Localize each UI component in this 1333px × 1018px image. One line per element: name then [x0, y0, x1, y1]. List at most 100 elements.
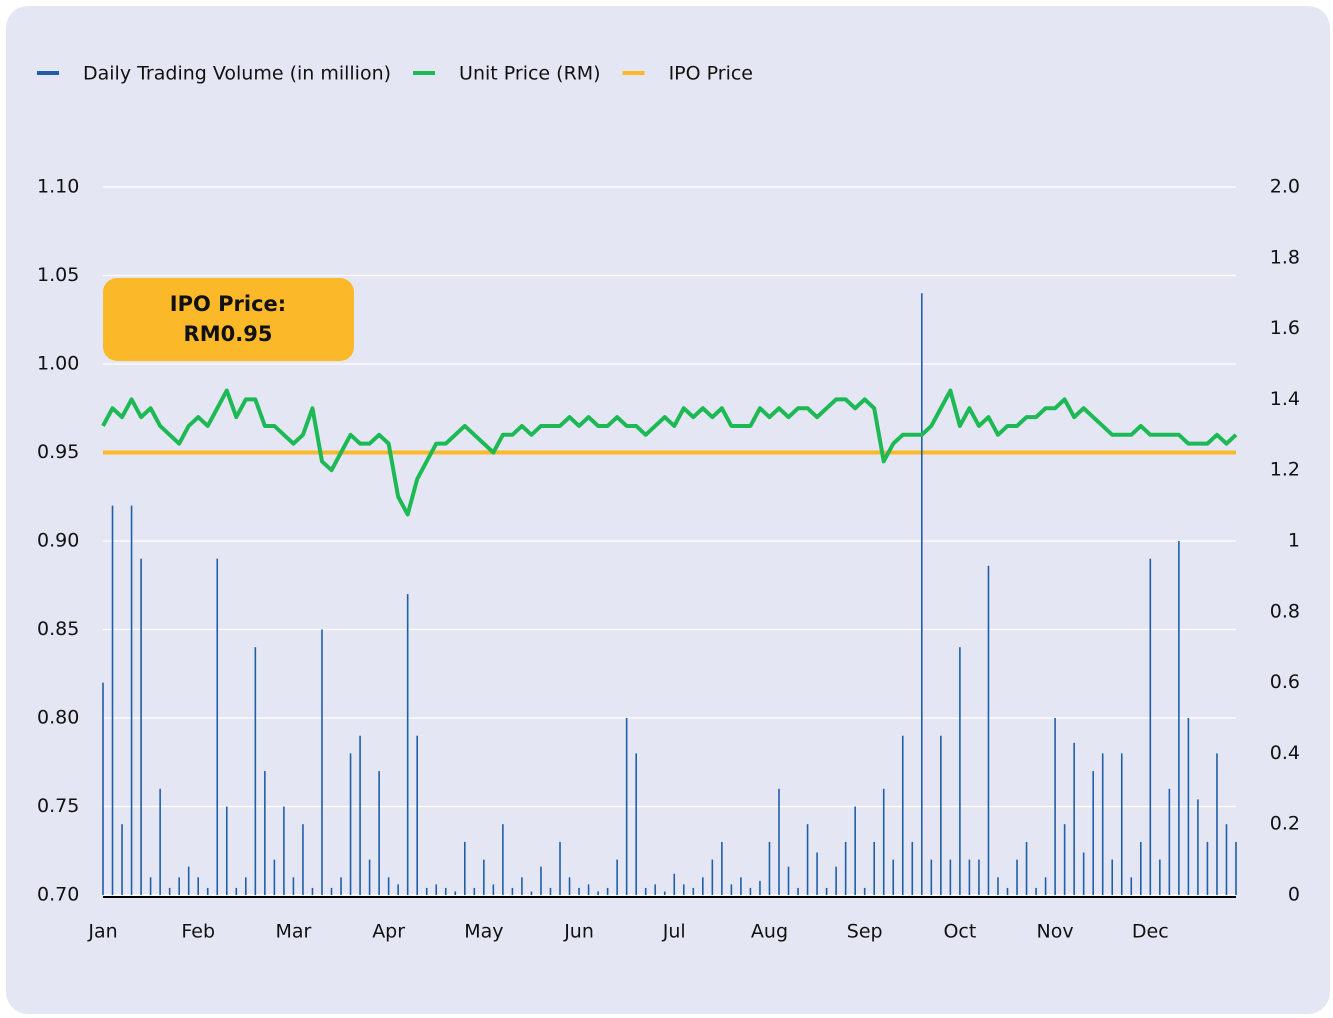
x-tick-label: Jul — [662, 921, 686, 943]
price-line — [101, 388, 1238, 517]
y-tick-label: 0.80 — [37, 707, 79, 729]
volume-bar — [863, 887, 866, 895]
volume-bar — [997, 877, 999, 895]
volume-bar — [1025, 841, 1028, 895]
volume-bar — [245, 877, 247, 895]
volume-bar — [892, 859, 895, 895]
volume-bar — [444, 887, 447, 895]
volume-bar — [1016, 859, 1018, 895]
volume-bar — [292, 877, 295, 895]
volume-bar — [340, 877, 342, 895]
y2-tick-label: 2.0 — [1270, 176, 1300, 198]
y-tick-label: 0.85 — [37, 618, 79, 640]
legend-label: Daily Trading Volume (in million) — [83, 63, 391, 85]
volume-bar — [425, 887, 428, 895]
annotation-box — [103, 278, 354, 361]
volume-bar — [1187, 718, 1190, 895]
volume-bar — [463, 841, 466, 895]
x-tick-label: May — [464, 921, 503, 943]
volume-bar — [882, 788, 885, 895]
volume-bar — [663, 891, 666, 895]
volume-bar — [102, 682, 104, 895]
volume-bar — [921, 293, 923, 895]
y2-tick-label: 1 — [1288, 530, 1300, 552]
volume-bar — [397, 884, 399, 895]
volume-bar — [1130, 877, 1133, 895]
volume-bar — [302, 824, 304, 895]
volume-bar — [901, 735, 904, 895]
volume-bar — [873, 841, 876, 895]
x-tick-label: Jun — [563, 921, 594, 943]
volume-bar — [330, 887, 333, 895]
volume-bar — [559, 841, 561, 895]
y2-tick-label: 1.4 — [1270, 388, 1300, 410]
x-tick-label: Dec — [1132, 921, 1169, 943]
y2-tick-label: 0.4 — [1270, 742, 1300, 764]
volume-bar — [844, 841, 847, 895]
volume-bar — [749, 887, 752, 895]
volume-bar — [111, 505, 114, 895]
legend-label: IPO Price — [669, 63, 753, 85]
volume-bar — [1206, 841, 1209, 895]
volume-bar — [473, 887, 476, 895]
volume-bar — [1197, 799, 1199, 895]
volume-bar — [1149, 558, 1152, 895]
volume-bar — [616, 859, 618, 895]
y-tick-label: 0.90 — [37, 530, 79, 552]
volume-bar — [968, 859, 971, 895]
volume-bar — [492, 884, 495, 895]
volume-bar — [349, 753, 352, 895]
volume-bar — [578, 887, 580, 895]
x-tick-label: Feb — [181, 921, 215, 943]
volume-bar — [254, 647, 257, 895]
volume-bar — [121, 824, 123, 895]
volume-bar — [359, 735, 361, 895]
y2-tick-label: 1.2 — [1270, 459, 1300, 481]
volume-bar — [406, 594, 409, 895]
volume-bar — [940, 735, 942, 895]
volume-bar — [702, 877, 704, 895]
volume-bar — [1082, 852, 1085, 895]
volume-bar — [654, 884, 657, 895]
volume-bar — [187, 866, 190, 895]
volume-bar — [1225, 824, 1228, 895]
x-tick-label: Sep — [847, 921, 883, 943]
volume-bar — [682, 884, 685, 895]
volume-bar — [711, 859, 714, 895]
x-tick-label: Oct — [943, 921, 976, 943]
volume-bar — [949, 859, 952, 895]
x-tick-label: Jan — [87, 921, 117, 943]
volume-bar — [1120, 753, 1123, 895]
volume-bar — [283, 806, 285, 895]
volume-bar — [549, 887, 552, 895]
volume-bar — [149, 877, 152, 895]
y2-tick-label: 0.6 — [1270, 671, 1300, 693]
volume-bar — [1054, 718, 1056, 895]
legend-label: Unit Price (RM) — [459, 63, 601, 85]
volume-bar — [1178, 541, 1180, 895]
y2-tick-label: 1.8 — [1270, 246, 1300, 268]
volume-bar — [435, 884, 438, 895]
volume-bar — [130, 505, 133, 895]
volume-bar — [930, 859, 933, 895]
volume-bar — [959, 647, 961, 895]
volume-bar — [787, 866, 790, 895]
volume-bar — [606, 887, 609, 895]
volume-bar — [797, 887, 799, 895]
volume-bar — [378, 771, 380, 895]
volume-bar — [321, 629, 323, 895]
volume-bar — [540, 866, 542, 895]
volume-bar — [987, 565, 990, 895]
volume-bar — [1159, 859, 1161, 895]
volume-bar — [197, 877, 200, 895]
volume-bar — [644, 887, 647, 895]
volume-bar — [178, 877, 180, 895]
volume-bar — [911, 841, 914, 895]
volume-bar — [1092, 771, 1094, 895]
volume-bar — [521, 877, 523, 895]
volume-bar — [416, 735, 418, 895]
y-tick-label: 0.75 — [37, 795, 79, 817]
volume-bar — [568, 877, 571, 895]
volume-bar — [1044, 877, 1047, 895]
